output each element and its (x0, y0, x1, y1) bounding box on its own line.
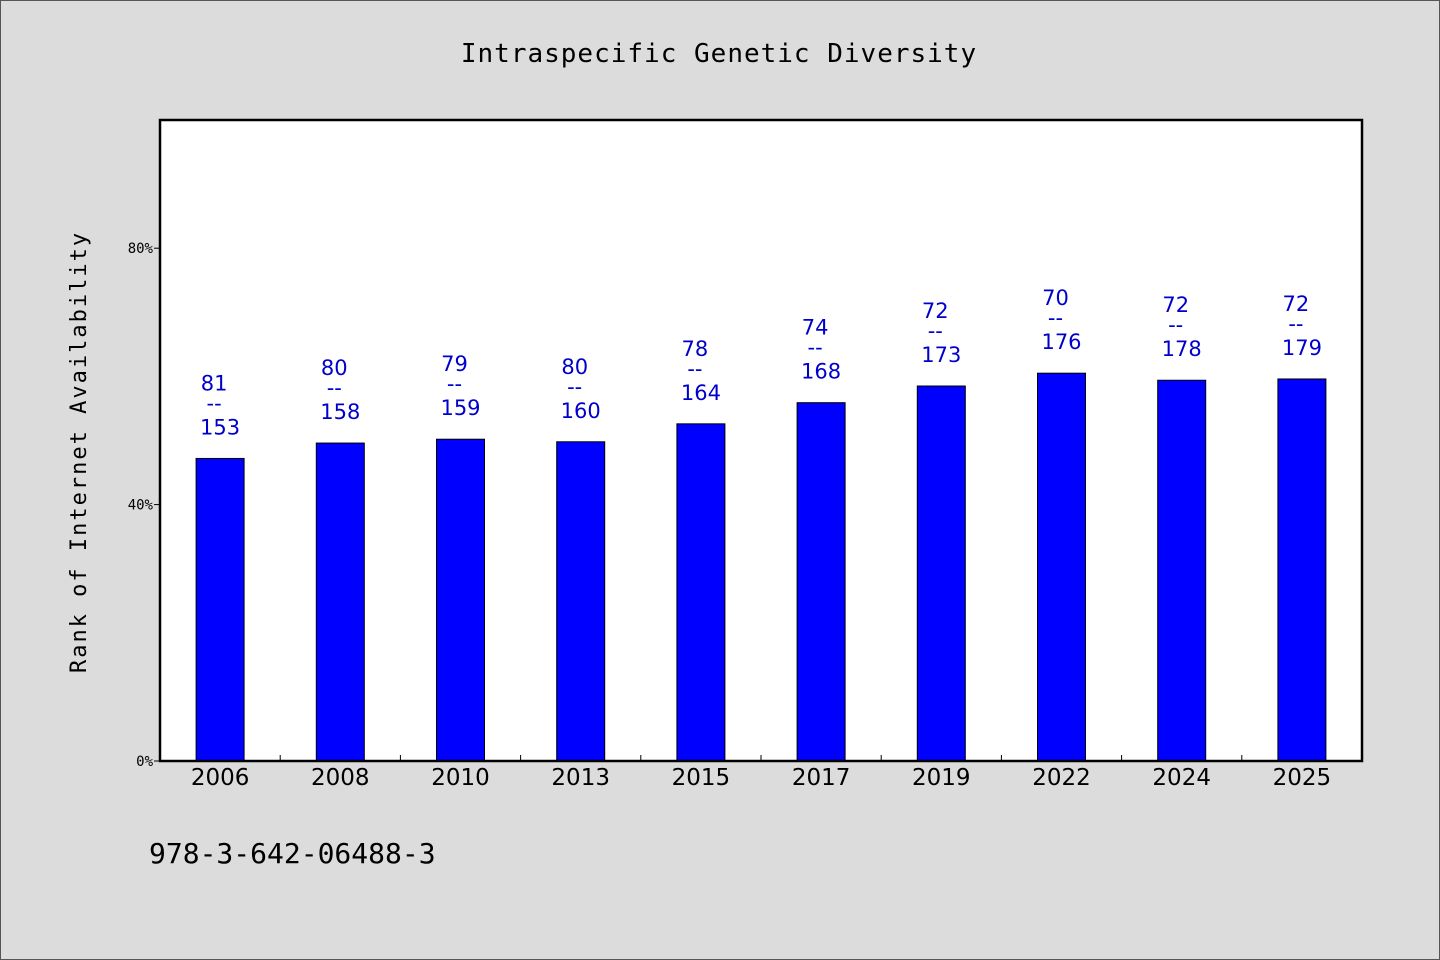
data-label-top: 72 (922, 299, 949, 323)
x-tick-label: 2024 (1152, 765, 1211, 791)
data-label-bottom: 160 (561, 399, 601, 423)
data-label-separator: -- (808, 336, 823, 360)
data-label-separator: -- (928, 319, 943, 343)
bar (1037, 372, 1086, 762)
data-label-bottom: 173 (921, 343, 961, 367)
bar (436, 438, 485, 762)
data-label-bottom: 164 (681, 381, 721, 405)
data-label-bottom: 179 (1282, 336, 1322, 360)
data-label-separator: -- (687, 357, 702, 381)
x-tick-label: 2019 (912, 765, 971, 791)
bar (916, 385, 966, 762)
data-label-top: 72 (1283, 292, 1310, 316)
data-label-bottom: 158 (320, 400, 360, 424)
bar (315, 442, 365, 762)
x-tick-label: 2025 (1273, 765, 1332, 791)
data-label-top: 80 (321, 356, 348, 380)
x-tick-label: 2008 (311, 765, 370, 791)
x-tick-label: 2006 (191, 765, 250, 791)
data-label-bottom: 176 (1041, 330, 1081, 354)
bar (195, 457, 245, 762)
data-label-top: 72 (1162, 293, 1189, 317)
isbn-text: 978-3-642-06488-3 (149, 837, 436, 870)
x-tick-label: 2017 (792, 765, 851, 791)
x-tick-label: 2015 (672, 765, 731, 791)
data-label-top: 70 (1042, 286, 1069, 310)
data-label-bottom: 159 (440, 396, 480, 420)
bar (1157, 379, 1207, 762)
data-label-bottom: 153 (200, 415, 240, 439)
data-label-top: 81 (201, 371, 228, 395)
data-label-separator: -- (1168, 313, 1183, 337)
bar (1277, 378, 1327, 762)
x-tick-label: 2013 (551, 765, 610, 791)
data-label-top: 78 (682, 337, 709, 361)
data-label-separator: -- (447, 372, 462, 396)
data-label-top: 79 (441, 352, 468, 376)
y-axis-label: Rank of Internet Availability (67, 231, 92, 673)
y-tick-label: 0% (136, 754, 153, 770)
data-label-bottom: 168 (801, 360, 841, 384)
data-label-top: 80 (561, 355, 588, 379)
data-label-separator: -- (207, 391, 222, 415)
data-label-separator: -- (567, 375, 582, 399)
x-tick-label: 2022 (1032, 765, 1091, 791)
chart-title: Intraspecific Genetic Diversity (461, 39, 977, 69)
bar (796, 402, 846, 762)
data-label-separator: -- (327, 376, 342, 400)
plot-area: 81--153200680--158200879--159201080--160… (128, 118, 1364, 791)
data-label-top: 74 (802, 316, 829, 340)
bar (676, 423, 726, 762)
bar (556, 441, 606, 762)
data-label-bottom: 178 (1162, 337, 1202, 361)
data-label-separator: -- (1048, 306, 1063, 330)
x-tick-label: 2010 (431, 765, 490, 791)
data-label-separator: -- (1288, 312, 1303, 336)
plot-frame (158, 118, 1364, 763)
y-tick-label: 80% (128, 241, 154, 257)
y-tick-label: 40% (128, 498, 154, 514)
